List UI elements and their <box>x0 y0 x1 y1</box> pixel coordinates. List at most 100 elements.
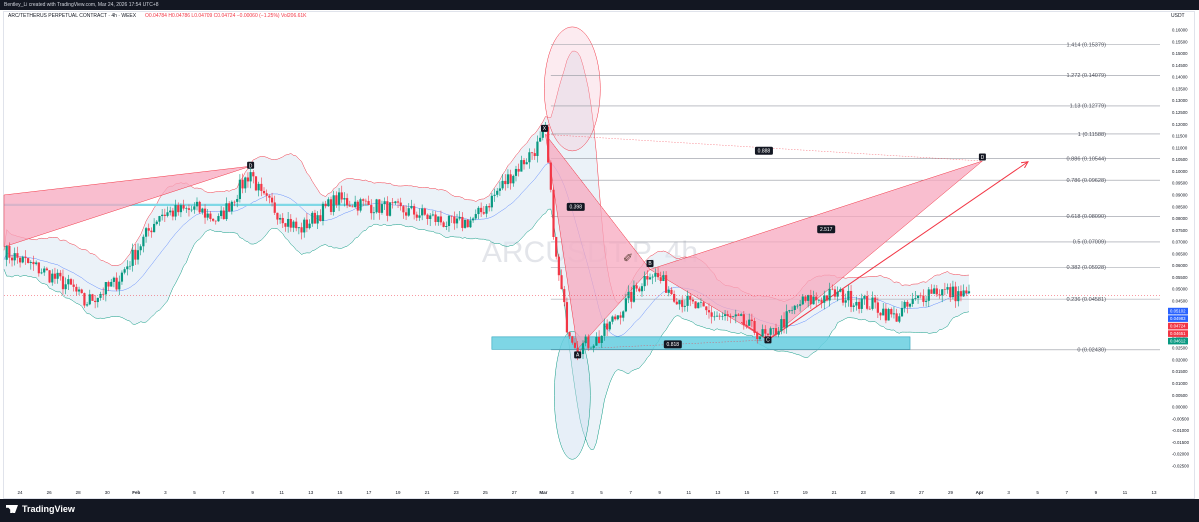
candle-body <box>804 296 807 301</box>
price-tick-label: 0.06000 <box>1172 263 1188 268</box>
time-tick-label: 24 <box>17 490 23 495</box>
candle-body <box>171 210 174 217</box>
candle-body <box>241 179 244 189</box>
candle-body <box>796 305 799 307</box>
candle-body <box>308 223 311 229</box>
candle-body <box>790 309 794 311</box>
projection-arrow-line <box>767 161 1029 341</box>
candle-body <box>158 216 161 222</box>
pattern-point-tag-box <box>540 124 548 132</box>
candle-body <box>445 225 448 227</box>
price-tick-label: -0.01000 <box>1172 428 1190 433</box>
candle-body <box>863 296 866 299</box>
candle-body <box>316 215 319 224</box>
candle-body <box>64 284 67 290</box>
price-scale-tag-label: 0.04612 <box>1170 339 1186 344</box>
candle-body <box>222 210 225 220</box>
candle-body <box>488 206 491 208</box>
candle-body <box>758 336 762 340</box>
candle-body <box>260 183 263 191</box>
price-scale-tag-box <box>1168 330 1188 337</box>
candle-body <box>80 289 83 294</box>
candle-body <box>228 203 231 212</box>
candle-body <box>887 309 890 321</box>
candle-body <box>463 219 467 228</box>
candle-body <box>957 291 960 302</box>
chart-canvas[interactable]: ARCUSDT.P, 4h0.160000.155000.150000.1450… <box>0 0 1199 499</box>
candle-body <box>589 347 593 349</box>
candle-body <box>895 313 898 322</box>
candle-body <box>115 277 118 290</box>
candle-body <box>423 208 426 215</box>
candle-body <box>96 297 99 303</box>
price-tick-label: -0.01500 <box>1172 440 1190 445</box>
candle-body <box>118 281 121 290</box>
fib-level-label: 0.236 (0.04581) <box>1067 297 1107 303</box>
candle-body <box>490 195 493 208</box>
candle-body <box>153 223 156 233</box>
candle-body <box>619 315 622 318</box>
candle-body <box>509 174 512 184</box>
candle-body <box>670 289 673 295</box>
candle-body <box>501 180 504 189</box>
candle-body <box>876 302 879 313</box>
candle-body <box>533 153 536 157</box>
candle-body <box>378 199 381 213</box>
price-tick-label: 0.10500 <box>1172 157 1188 162</box>
time-tick-label: 7 <box>222 490 225 495</box>
candle-body <box>836 291 839 297</box>
pattern-point-label: X <box>543 126 547 132</box>
candle-body <box>595 336 598 346</box>
candle-body <box>849 290 853 307</box>
candle-body <box>16 253 19 258</box>
fib-level-label: 1.414 (0.15379) <box>1067 42 1107 48</box>
candle-body <box>552 189 555 237</box>
candle-body <box>611 316 614 322</box>
candle-body <box>273 202 276 213</box>
candle-body <box>745 324 748 326</box>
price-tick-label: 0.13000 <box>1172 98 1188 103</box>
candle-body <box>664 275 668 293</box>
pattern-point-tag: X <box>540 124 548 132</box>
candle-body <box>951 286 955 298</box>
price-tick-label: 0.02500 <box>1172 346 1188 351</box>
candle-body <box>874 297 877 303</box>
candle-body <box>946 287 949 290</box>
candle-body <box>919 295 922 297</box>
price-tick-label: 0.05000 <box>1172 287 1188 292</box>
candle-body <box>211 218 215 221</box>
price-tick-label: 0.09500 <box>1172 181 1188 186</box>
candle-body <box>5 245 8 260</box>
price-scale-tag-box <box>1168 307 1188 315</box>
time-tick-label: 7 <box>1066 490 1069 495</box>
pattern-point-label: B <box>648 261 652 267</box>
price-tick-label: 0.12000 <box>1172 122 1188 127</box>
highlight-ellipse <box>544 26 601 152</box>
candle-body <box>506 174 510 185</box>
candle-body <box>697 302 700 309</box>
candle-body <box>169 210 172 213</box>
candle-body <box>916 295 920 299</box>
candle-body <box>134 249 137 260</box>
pattern-point-tag-box <box>646 259 654 267</box>
candle-body <box>866 296 869 309</box>
candle-body <box>614 316 617 320</box>
candle-body <box>348 205 351 207</box>
candle-body <box>597 336 601 343</box>
candle-body <box>565 302 569 333</box>
candle-body <box>831 288 834 290</box>
tradingview-logo[interactable]: TradingView <box>6 504 75 514</box>
candle-body <box>75 286 78 292</box>
cursor-icon: ✐ <box>623 251 633 265</box>
candle-body <box>431 214 434 216</box>
time-tick-label: 9 <box>658 490 661 495</box>
price-tick-label: 0.07000 <box>1172 240 1188 245</box>
price-tick-label: 0.04500 <box>1172 299 1188 304</box>
candle-body <box>480 207 483 213</box>
candle-body <box>447 215 451 226</box>
candle-body <box>785 311 788 328</box>
candle-body <box>925 300 928 302</box>
price-scale-tag: 0.05102 <box>1168 307 1188 315</box>
time-tick-label: 15 <box>744 490 750 495</box>
